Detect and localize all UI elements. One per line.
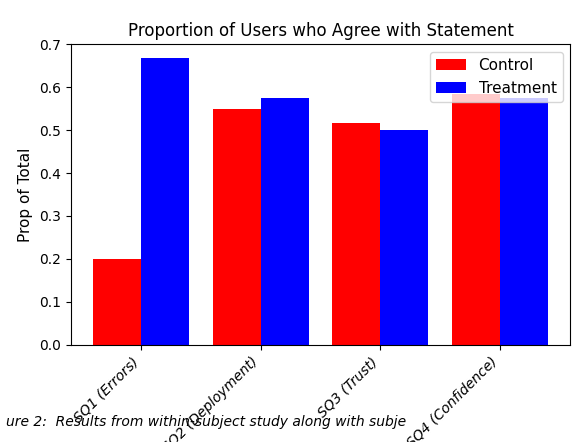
Bar — [380, 130, 428, 345]
Legend: Control, Treatment: Control, Treatment — [430, 52, 563, 102]
Y-axis label: Prop of Total: Prop of Total — [18, 147, 34, 242]
Title: Proportion of Users who Agree with Statement: Proportion of Users who Agree with State… — [128, 22, 513, 40]
Bar — [213, 110, 260, 345]
Bar — [93, 259, 141, 345]
Bar — [500, 98, 547, 345]
Bar — [260, 98, 309, 345]
Bar — [452, 95, 500, 345]
Text: ure 2:  Results from within-subject study along with subje: ure 2: Results from within-subject study… — [6, 415, 406, 429]
Bar — [332, 123, 380, 345]
Bar — [141, 58, 189, 345]
